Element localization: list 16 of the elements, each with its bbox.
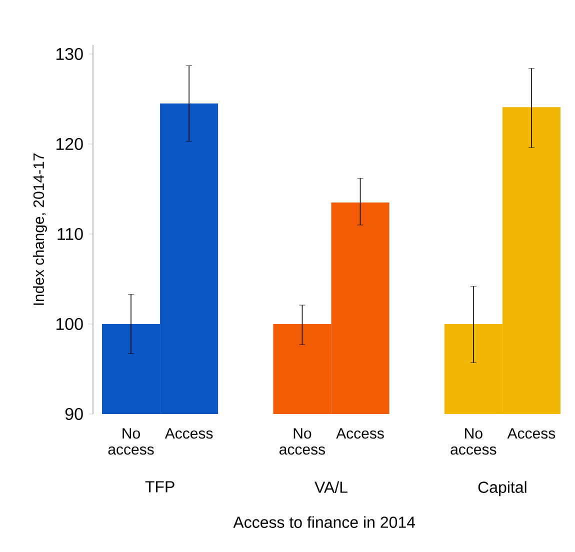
- series-label: Access: [164, 428, 213, 439]
- y-tick-label: 100: [56, 318, 83, 330]
- y-tick-label: 110: [58, 228, 83, 240]
- text: No access: [450, 428, 496, 455]
- x-tick-label: TFP: [145, 481, 174, 492]
- y-tick-label: 90: [65, 408, 83, 420]
- text: No access: [280, 428, 326, 455]
- text: Access: [336, 428, 384, 439]
- y-axis-title: Index change, 2014-17: [32, 154, 47, 305]
- series-label: No access: [108, 428, 154, 455]
- text: Access: [507, 428, 556, 439]
- x-axis-title: Access to finance in 2014: [233, 516, 416, 528]
- y-tick-label: 130: [56, 48, 83, 60]
- x-tick-label: VA/L: [314, 481, 348, 493]
- y-tick-label: 120: [56, 138, 83, 150]
- x-tick-label: Capital: [478, 481, 526, 496]
